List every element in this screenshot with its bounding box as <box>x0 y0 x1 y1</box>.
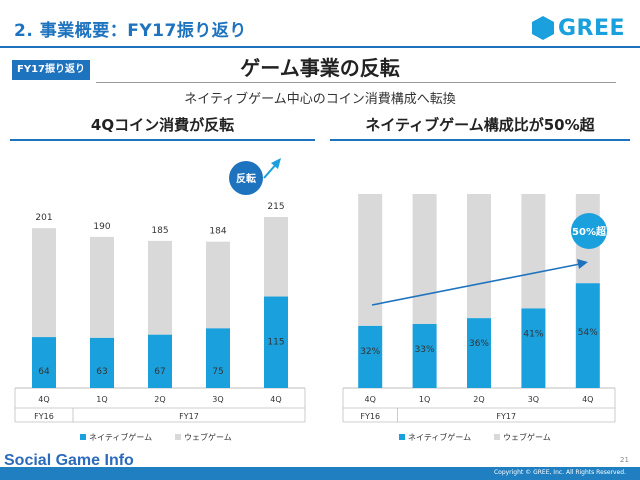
left-legend-web-swatch <box>175 434 181 440</box>
fy-badge: FY17振り返り <box>12 60 90 80</box>
right-bar-native <box>412 323 437 388</box>
right-trend-arrowhead <box>577 259 588 269</box>
right-legend-native-swatch <box>399 434 405 440</box>
watermark: Social Game Info <box>4 452 134 469</box>
right-bar-native <box>467 318 491 388</box>
right-group-label: FY16 <box>360 412 380 421</box>
left-total-label: 215 <box>267 202 284 212</box>
left-bar-native <box>32 337 56 388</box>
left-category-label: 4Q <box>38 395 49 404</box>
right-chart-rule <box>330 139 630 141</box>
left-category-label: 1Q <box>96 395 107 404</box>
right-annotation-circle <box>571 213 607 249</box>
right-category-label: 3Q <box>528 395 539 404</box>
title-rule <box>0 46 640 48</box>
left-category-label: 3Q <box>212 395 223 404</box>
right-category-label: 4Q <box>582 395 593 404</box>
right-bar-native <box>521 308 546 388</box>
right-value-label: 41% <box>523 329 543 339</box>
left-annotation-circle <box>229 161 263 195</box>
hexagon-icon <box>532 16 554 40</box>
left-total-label: 185 <box>151 226 168 236</box>
right-legend-web-swatch <box>494 434 500 440</box>
main-headline: ゲーム事業の反転 <box>240 56 400 80</box>
left-legend-native-label: ネイティブゲーム <box>89 432 152 442</box>
logo-wordmark: GREE <box>558 15 626 41</box>
left-bar-web <box>90 236 114 338</box>
left-category-label: 4Q <box>270 395 281 404</box>
right-bar-web <box>412 194 437 324</box>
left-group-label: FY16 <box>34 412 54 421</box>
right-category-label: 4Q <box>365 395 376 404</box>
left-value-label: 64 <box>38 367 50 377</box>
right-value-label: 54% <box>578 328 598 338</box>
right-category-label: 1Q <box>419 395 430 404</box>
left-legend-web-label: ウェブゲーム <box>184 432 232 442</box>
left-bar-web <box>148 240 172 335</box>
right-bar-native <box>358 325 383 388</box>
right-value-label: 33% <box>415 345 435 355</box>
left-value-label: 63 <box>96 367 107 377</box>
left-bar-native <box>90 337 114 388</box>
right-chart-title: ネイティブゲーム構成比が50%超 <box>365 116 595 134</box>
left-chart-rule <box>10 139 315 141</box>
left-legend-native-swatch <box>80 434 86 440</box>
right-group-label: FY17 <box>496 412 516 421</box>
left-group-label: FY17 <box>179 412 199 421</box>
left-bar-native <box>148 334 172 388</box>
left-bar-web <box>264 217 288 297</box>
left-value-label: 75 <box>212 367 223 377</box>
left-bar-web <box>32 228 56 338</box>
left-total-label: 201 <box>35 213 52 223</box>
right-value-label: 32% <box>360 347 380 357</box>
right-value-label: 36% <box>469 339 489 349</box>
left-total-label: 190 <box>93 222 110 232</box>
left-annotation-text: 反転 <box>236 172 256 185</box>
left-total-label: 184 <box>209 227 226 237</box>
right-bar-web <box>521 194 546 309</box>
page-number: 21 <box>620 456 629 464</box>
left-bar-web <box>206 241 230 329</box>
left-annotation-arrowhead <box>271 158 281 169</box>
copyright: Copyright © GREE, Inc. All Rights Reserv… <box>493 469 626 476</box>
right-bar-native <box>575 283 600 388</box>
right-legend-web-label: ウェブゲーム <box>503 432 551 442</box>
slide-title: 2. 事業概要：FY17振り返り <box>14 21 247 41</box>
left-value-label: 115 <box>267 338 284 348</box>
left-bar-native <box>206 328 230 388</box>
right-category-label: 2Q <box>473 395 484 404</box>
footer-bar <box>0 467 640 480</box>
left-category-label: 2Q <box>154 395 165 404</box>
right-bar-web <box>467 194 491 319</box>
sub-headline: ネイティブゲーム中心のコイン消費構成へ転換 <box>184 92 456 107</box>
left-bar-native <box>264 296 288 388</box>
right-legend-native-label: ネイティブゲーム <box>408 432 471 442</box>
right-bar-web <box>358 194 383 326</box>
headline-rule <box>96 82 616 83</box>
right-trend-arrow <box>371 263 581 306</box>
right-annotation-text: 50%超 <box>572 225 607 238</box>
gree-logo: GREE <box>532 14 625 42</box>
left-chart-title: 4Qコイン消費が反転 <box>90 116 235 134</box>
left-value-label: 67 <box>154 367 165 377</box>
